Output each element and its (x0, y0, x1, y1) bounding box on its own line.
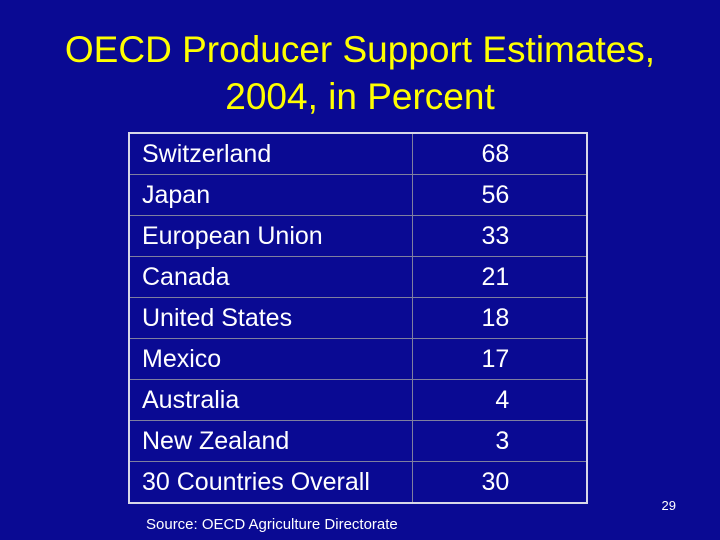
table-body: Switzerland 68 Japan 56 European Union 3… (128, 132, 589, 504)
slide-title-line-1: OECD Producer Support Estimates, (64, 29, 656, 70)
value-text: 4 (495, 385, 510, 414)
value-cell: 56 (412, 174, 589, 216)
country-cell: Mexico (128, 338, 414, 380)
country-cell: Canada (128, 256, 414, 298)
value-cell: 17 (412, 338, 589, 380)
value-cell: 21 (412, 256, 589, 298)
page-number: 29 (661, 498, 676, 513)
value-cell: 68 (412, 132, 589, 175)
table-row: Mexico 17 (128, 338, 589, 380)
country-cell: 30 Countries Overall (128, 461, 414, 504)
value-cell: 30 (412, 461, 589, 504)
table-row: European Union 33 (128, 215, 589, 257)
table-row: United States 18 (128, 297, 589, 339)
value-text: 68 (481, 139, 510, 168)
value-text: 56 (481, 180, 510, 209)
value-text: 18 (481, 303, 510, 332)
country-cell: Australia (128, 379, 414, 421)
country-cell: Switzerland (128, 132, 414, 175)
table-row: New Zealand 3 (128, 420, 589, 462)
slide-title: OECD Producer Support Estimates, 2004, i… (0, 26, 720, 120)
support-estimates-table: Switzerland 68 Japan 56 European Union 3… (128, 132, 589, 504)
value-cell: 4 (412, 379, 589, 421)
country-cell: Japan (128, 174, 414, 216)
table-row: 30 Countries Overall 30 (128, 461, 589, 504)
slide-title-line-2: 2004, in Percent (225, 76, 495, 117)
country-cell: European Union (128, 215, 414, 257)
value-text: 21 (481, 262, 510, 291)
table-row: Japan 56 (128, 174, 589, 216)
value-cell: 33 (412, 215, 589, 257)
table-row: Canada 21 (128, 256, 589, 298)
value-text: 30 (481, 467, 510, 496)
table-row: Australia 4 (128, 379, 589, 421)
country-cell: United States (128, 297, 414, 339)
value-cell: 3 (412, 420, 589, 462)
value-text: 3 (495, 426, 510, 455)
value-text: 33 (481, 221, 510, 250)
country-cell: New Zealand (128, 420, 414, 462)
source-note: Source: OECD Agriculture Directorate (146, 516, 398, 533)
table-row: Switzerland 68 (128, 132, 589, 175)
value-text: 17 (481, 344, 510, 373)
value-cell: 18 (412, 297, 589, 339)
